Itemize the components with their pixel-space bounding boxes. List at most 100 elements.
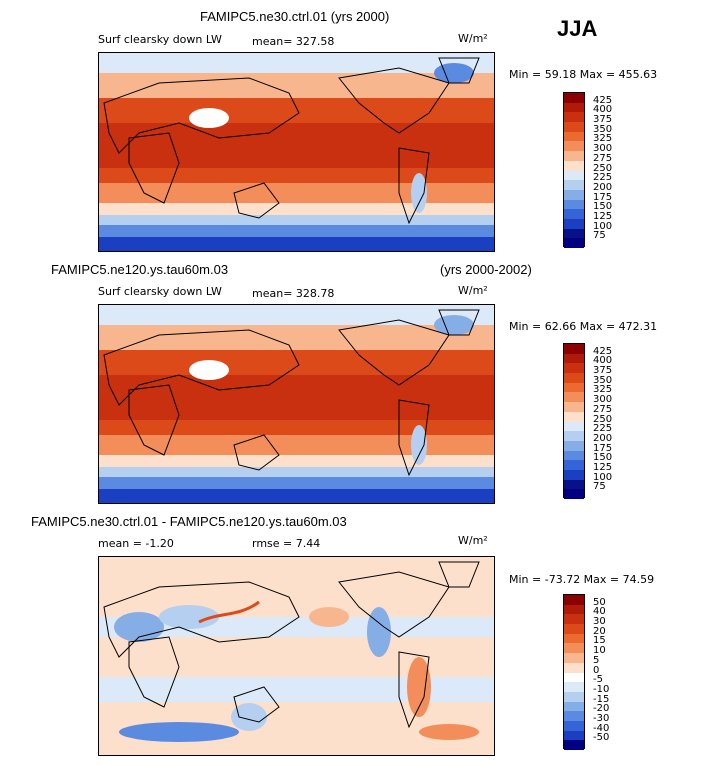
colorbar-tick-label: 150 xyxy=(593,452,613,464)
colorbar-tick-label: 225 xyxy=(593,423,613,435)
panel-2-units: W/m² xyxy=(458,284,488,297)
colorbar-tick-label: 300 xyxy=(593,143,613,155)
colorbar-tick-label: 425 xyxy=(593,345,613,357)
colorbar-segment xyxy=(564,691,584,702)
colorbar-segment xyxy=(564,672,584,683)
colorbar-tick-label: 250 xyxy=(593,413,613,425)
colorbar-segment xyxy=(564,392,584,403)
colorbar-segment xyxy=(564,209,584,219)
colorbar-tick-label: 300 xyxy=(593,394,613,406)
colorbar-tick-label: 10 xyxy=(593,645,606,657)
panel-2-colorbar xyxy=(563,343,585,499)
colorbar-segment xyxy=(564,440,584,451)
panel-3-title: FAMIPC5.ne30.ctrl.01 - FAMIPC5.ne120.ys.… xyxy=(31,514,347,529)
colorbar-segment xyxy=(564,160,584,171)
colorbar-segment xyxy=(564,238,584,248)
panel-2-mean: mean= 328.78 xyxy=(252,287,335,300)
colorbar-tick-label: -20 xyxy=(593,703,610,715)
colorbar-segment xyxy=(564,170,584,181)
colorbar-tick-label: 375 xyxy=(593,114,613,126)
colorbar-tick-label: 5 xyxy=(593,654,600,666)
colorbar-segment xyxy=(564,373,584,383)
colorbar-segment xyxy=(564,122,584,132)
colorbar-segment xyxy=(564,604,584,615)
colorbar-segment xyxy=(564,450,584,461)
panel-1-variable: Surf clearsky down LW xyxy=(98,33,222,46)
colorbar-tick-label: -5 xyxy=(593,674,603,686)
colorbar-tick-label: 0 xyxy=(593,664,600,676)
colorbar-segment xyxy=(564,662,584,673)
colorbar-tick-label: 125 xyxy=(593,461,613,473)
panel-3-map xyxy=(98,556,495,756)
panel-2-minmax: Min = 62.66 Max = 472.31 xyxy=(509,320,658,333)
colorbar-tick-label: 200 xyxy=(593,181,613,193)
colorbar-segment xyxy=(564,382,584,393)
colorbar-tick-label: 100 xyxy=(593,471,613,483)
colorbar-tick-label: 325 xyxy=(593,384,613,396)
panel-2-map xyxy=(98,304,495,504)
colorbar-segment xyxy=(564,624,584,634)
colorbar-tick-label: -50 xyxy=(593,732,610,744)
colorbar-segment xyxy=(564,131,584,142)
panel-3-rmse: rmse = 7.44 xyxy=(252,537,321,550)
colorbar-tick-label: 325 xyxy=(593,133,613,145)
colorbar-segment xyxy=(564,112,584,123)
colorbar-segment xyxy=(564,141,584,152)
panel-2-map-svg xyxy=(99,305,494,503)
colorbar-tick-label: 400 xyxy=(593,355,613,367)
colorbar-segment xyxy=(564,344,584,354)
colorbar-segment xyxy=(564,411,584,422)
panel-1-title: FAMIPC5.ne30.ctrl.01 (yrs 2000) xyxy=(200,9,390,24)
colorbar-tick-label: 20 xyxy=(593,625,606,637)
colorbar-tick-label: 75 xyxy=(593,481,606,493)
colorbar-segment xyxy=(564,701,584,712)
colorbar-tick-label: 15 xyxy=(593,635,606,647)
colorbar-tick-label: 75 xyxy=(593,230,606,242)
panel-1-map xyxy=(98,52,495,252)
season-label: JJA xyxy=(557,16,598,41)
colorbar-segment xyxy=(564,595,584,605)
colorbar-segment xyxy=(564,643,584,654)
panel-3-mean: mean = -1.20 xyxy=(98,537,174,550)
colorbar-segment xyxy=(564,102,584,113)
colorbar-tick-label: 250 xyxy=(593,162,613,174)
colorbar-segment xyxy=(564,151,584,161)
colorbar-segment xyxy=(564,469,584,480)
colorbar-tick-label: -15 xyxy=(593,693,610,705)
colorbar-segment xyxy=(564,730,584,741)
colorbar-tick-label: 150 xyxy=(593,201,613,213)
panel-3-minmax: Min = -73.72 Max = 74.59 xyxy=(509,573,655,586)
colorbar-segment xyxy=(564,711,584,721)
colorbar-tick-label: 375 xyxy=(593,365,613,377)
colorbar-tick-label: 125 xyxy=(593,210,613,222)
colorbar-segment xyxy=(564,93,584,103)
colorbar-tick-label: -10 xyxy=(593,683,610,695)
panel-3-units: W/m² xyxy=(458,534,488,547)
colorbar-segment xyxy=(564,720,584,731)
colorbar-tick-label: 175 xyxy=(593,191,613,203)
colorbar-tick-label: 175 xyxy=(593,442,613,454)
panel-2-variable: Surf clearsky down LW xyxy=(98,285,222,298)
colorbar-tick-label: 225 xyxy=(593,172,613,184)
colorbar-segment xyxy=(564,189,584,200)
colorbar-tick-label: 30 xyxy=(593,616,606,628)
colorbar-segment xyxy=(564,199,584,210)
colorbar-tick-label: 275 xyxy=(593,152,613,164)
colorbar-tick-label: 40 xyxy=(593,606,606,618)
panel-3-colorbar xyxy=(563,594,585,750)
colorbar-tick-label: 50 xyxy=(593,596,606,608)
colorbar-segment xyxy=(564,633,584,644)
panel-1-colorbar xyxy=(563,92,585,248)
panel-1-mean: mean= 327.58 xyxy=(252,35,335,48)
colorbar-tick-label: 400 xyxy=(593,104,613,116)
colorbar-segment xyxy=(564,682,584,692)
colorbar-segment xyxy=(564,363,584,374)
panel-3-map-svg xyxy=(99,557,494,755)
colorbar-segment xyxy=(564,740,584,750)
panel-2-title: FAMIPC5.ne120.ys.tau60m.03 xyxy=(51,262,229,277)
colorbar-segment xyxy=(564,460,584,470)
colorbar-segment xyxy=(564,402,584,412)
colorbar-tick-label: -30 xyxy=(593,712,610,724)
colorbar-segment xyxy=(564,421,584,432)
colorbar-tick-label: 425 xyxy=(593,94,613,106)
